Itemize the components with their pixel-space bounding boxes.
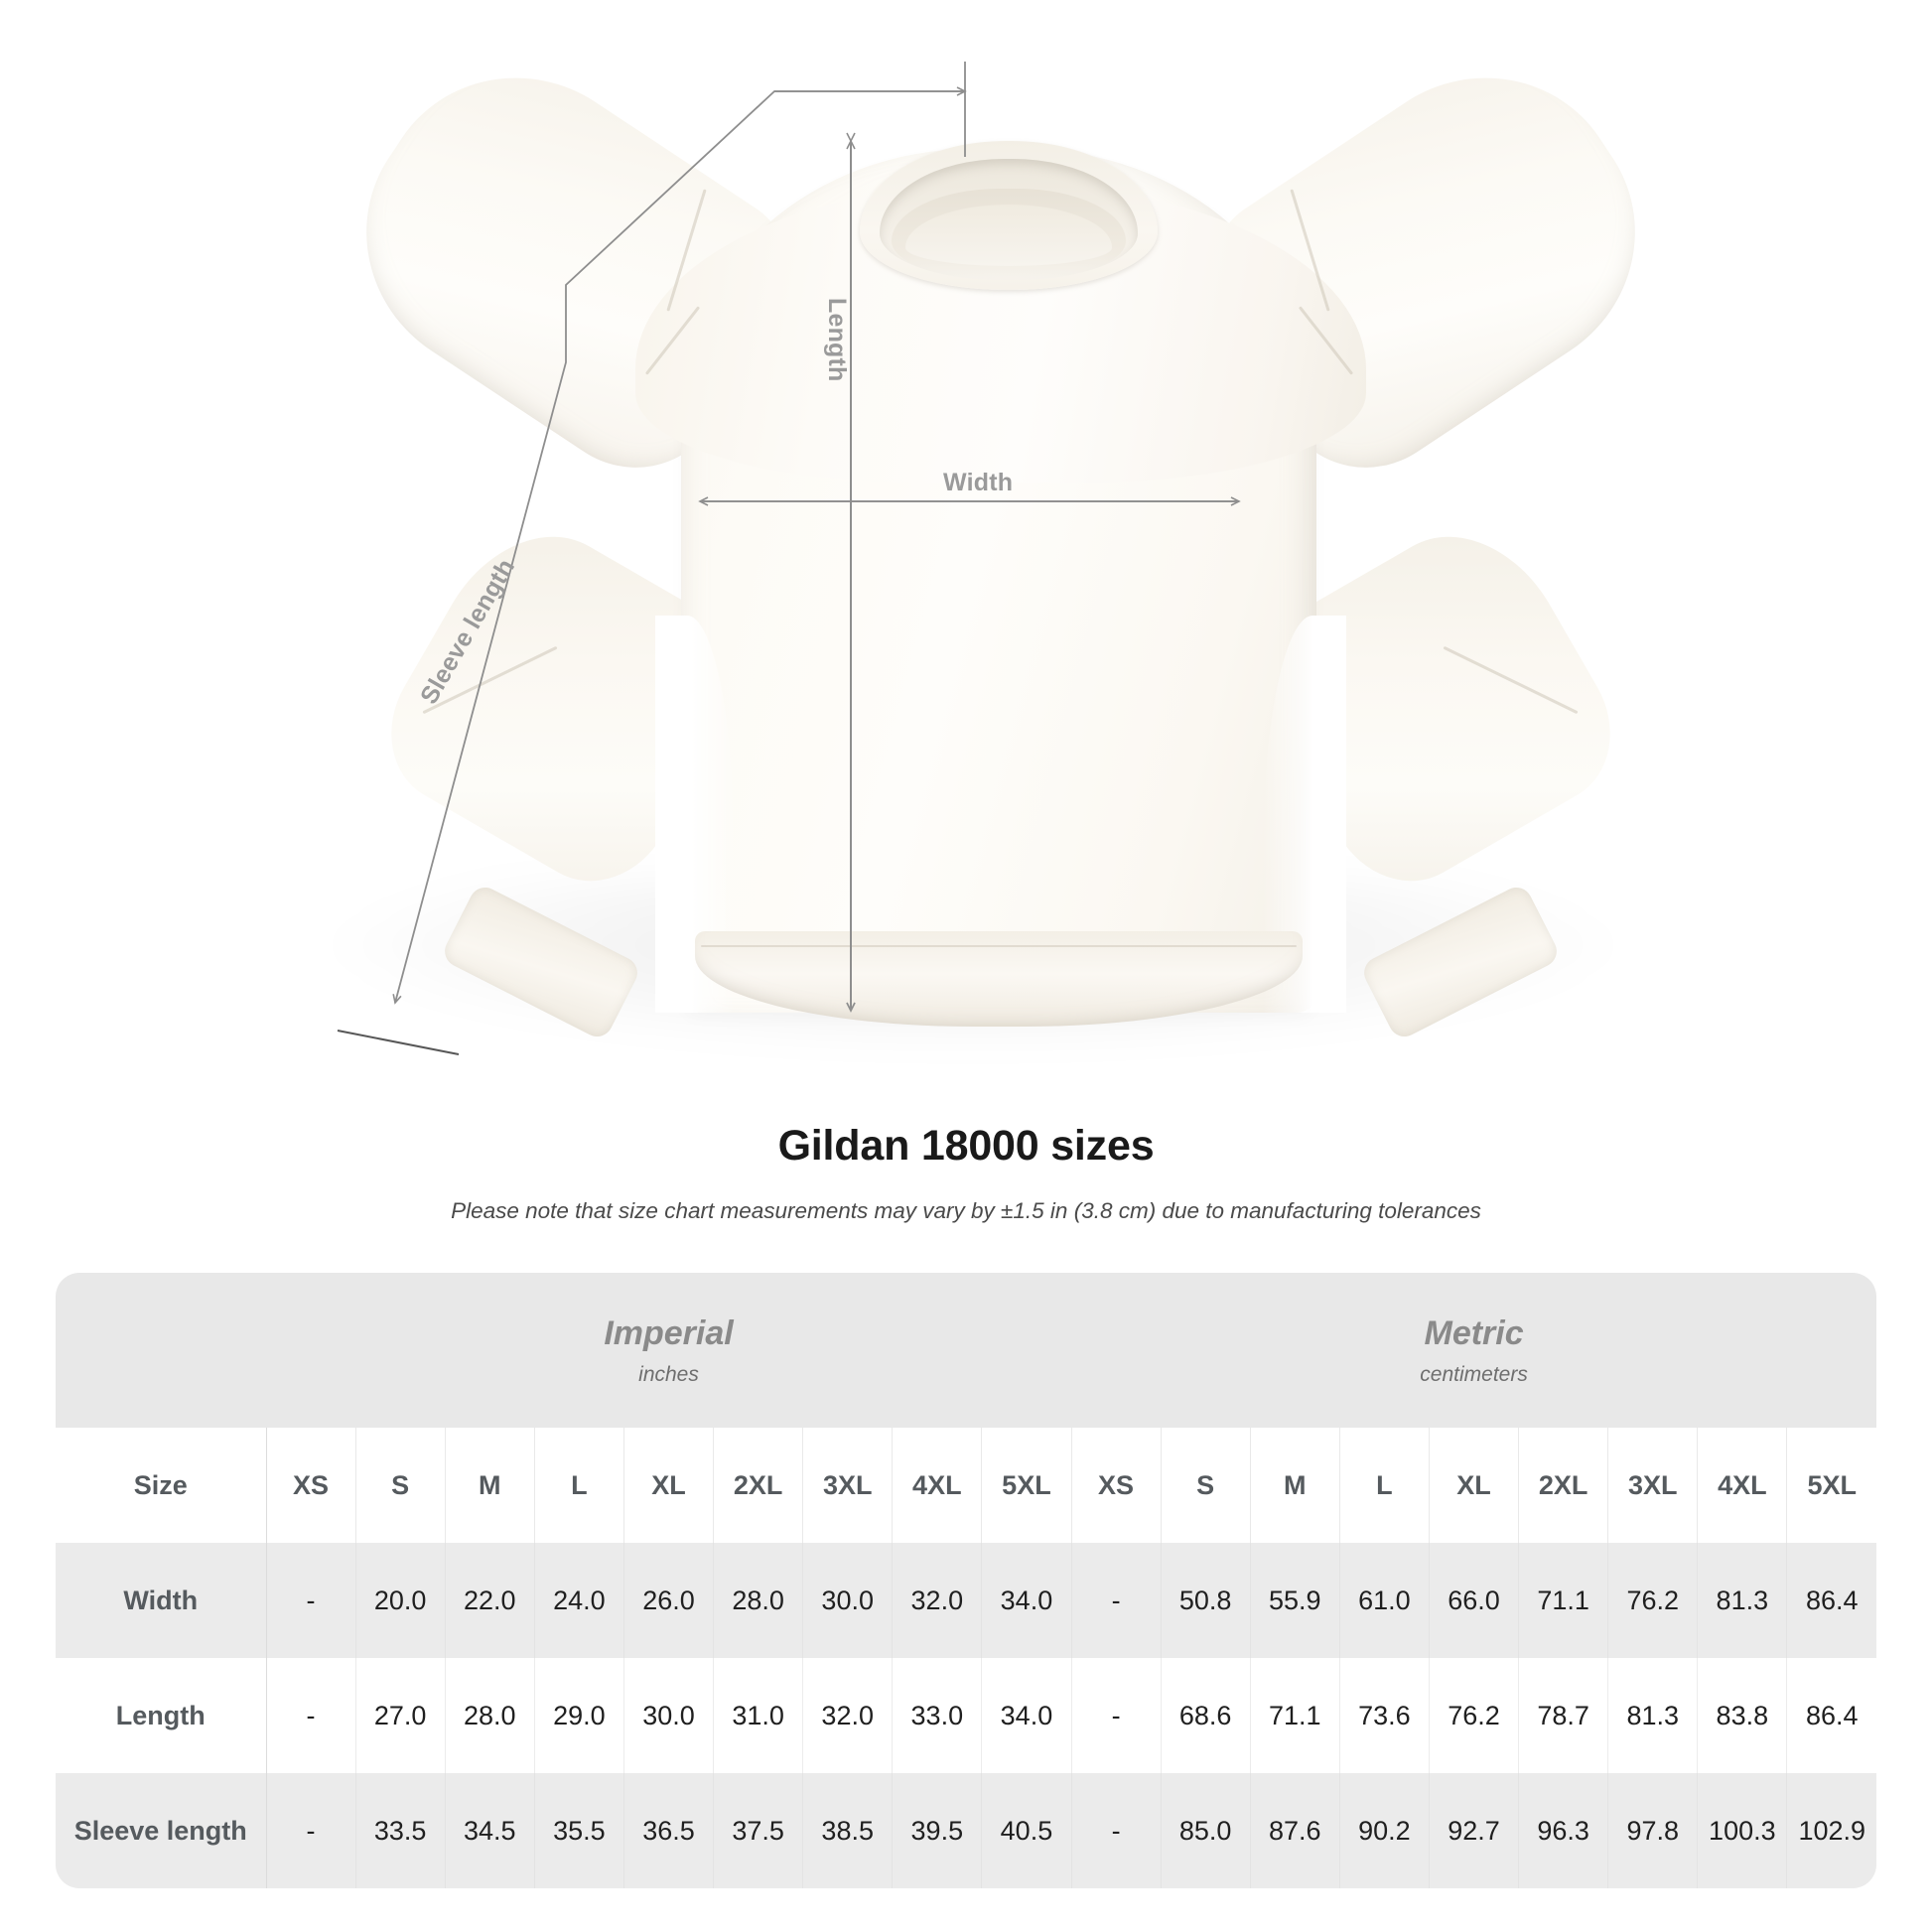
unit-header-imperial: Imperial inches: [266, 1273, 1072, 1428]
measurement-cell: -: [266, 1543, 356, 1658]
measurement-cell: 81.3: [1607, 1658, 1699, 1773]
size-header-cell: 5XL: [981, 1428, 1072, 1543]
table-row: Length -27.0 28.0 29.0 30.0 31.0 32.0 33.0 34.0-…: [56, 1658, 1877, 1773]
size-header-cell: M: [445, 1428, 535, 1543]
measurement-cell: 71.1: [1518, 1543, 1609, 1658]
measurement-cell: 20.0: [355, 1543, 446, 1658]
measurement-cell: 92.7: [1429, 1773, 1520, 1888]
size-chart-table: Imperial inches Metric centimeters Size XS S M L…: [56, 1273, 1877, 1888]
size-header-cell: 2XL: [1518, 1428, 1609, 1543]
table-row: Width -20.0 22.0 24.0 26.0 28.0 30.0 32.0 34.0-5…: [56, 1543, 1877, 1658]
measurement-cell: 36.5: [623, 1773, 715, 1888]
measurement-cell: 37.5: [713, 1773, 804, 1888]
size-header-cell: XL: [623, 1428, 715, 1543]
size-header-cell: 5XL: [1786, 1428, 1877, 1543]
measurement-row-label: Sleeve length: [56, 1773, 267, 1888]
measurement-cell: 102.9: [1786, 1773, 1877, 1888]
measurement-cell: 81.3: [1697, 1543, 1788, 1658]
measurement-cell: 86.4: [1786, 1658, 1877, 1773]
measurement-cell: 68.6: [1161, 1658, 1251, 1773]
measurement-cell: 28.0: [445, 1658, 535, 1773]
measurement-cell: 50.8: [1161, 1543, 1251, 1658]
size-header-cell: 3XL: [1607, 1428, 1699, 1543]
size-header-cell: S: [1161, 1428, 1251, 1543]
measurement-cell: 66.0: [1429, 1543, 1520, 1658]
measurement-cell: 86.4: [1786, 1543, 1877, 1658]
measurement-cell: 38.5: [802, 1773, 894, 1888]
measurement-cell: 85.0: [1161, 1773, 1251, 1888]
size-header-label: Size: [56, 1428, 267, 1543]
measurement-cell: 83.8: [1697, 1658, 1788, 1773]
length-measurement-label: Length: [823, 298, 851, 382]
measurement-cell: 90.2: [1339, 1773, 1430, 1888]
measurement-cell: 29.0: [534, 1658, 624, 1773]
measurement-cell: 27.0: [355, 1658, 446, 1773]
size-header-cell: XS: [266, 1428, 356, 1543]
measurement-cell: -: [1070, 1543, 1162, 1658]
measurement-cell: 22.0: [445, 1543, 535, 1658]
measurement-cell: 73.6: [1339, 1658, 1430, 1773]
measurement-cell: -: [1070, 1658, 1162, 1773]
size-header-cell: 4XL: [1697, 1428, 1788, 1543]
size-header-cell: L: [534, 1428, 624, 1543]
measurement-cell: 32.0: [802, 1658, 894, 1773]
unit-subtitle: inches: [638, 1362, 699, 1386]
size-header-cell: M: [1250, 1428, 1340, 1543]
measurement-cell: 31.0: [713, 1658, 804, 1773]
measurement-row-label: Length: [56, 1658, 267, 1773]
measurement-cell: 24.0: [534, 1543, 624, 1658]
measurement-cell: 39.5: [892, 1773, 983, 1888]
width-measurement-label: Width: [943, 469, 1014, 496]
measurement-cell: -: [266, 1773, 356, 1888]
tolerance-note: Please note that size chart measurements…: [451, 1198, 1481, 1223]
measurement-cell: 97.8: [1607, 1773, 1699, 1888]
size-header-cell: XS: [1070, 1428, 1162, 1543]
measurement-cell: 96.3: [1518, 1773, 1609, 1888]
unit-subtitle: centimeters: [1420, 1362, 1528, 1386]
measurement-cell: 26.0: [623, 1543, 715, 1658]
measurement-cell: 32.0: [892, 1543, 983, 1658]
unit-name: Imperial: [604, 1313, 734, 1352]
size-header-cell: S: [355, 1428, 446, 1543]
measurement-cell: 61.0: [1339, 1543, 1430, 1658]
size-header-cell: 4XL: [892, 1428, 983, 1543]
measurement-cell: 34.0: [981, 1543, 1072, 1658]
measurement-cell: 34.0: [981, 1658, 1072, 1773]
size-header-cell: XL: [1429, 1428, 1520, 1543]
unit-band-spacer: [56, 1273, 266, 1428]
unit-name: Metric: [1424, 1313, 1524, 1352]
measurement-cell: 71.1: [1250, 1658, 1340, 1773]
measurement-cell: 76.2: [1607, 1543, 1699, 1658]
table-row: Sleeve length -33.5 34.5 35.5 36.5 37.5 38.5 39…: [56, 1773, 1877, 1888]
measurement-cell: 55.9: [1250, 1543, 1340, 1658]
size-header-cell: L: [1339, 1428, 1430, 1543]
measurement-cell: 28.0: [713, 1543, 804, 1658]
measurement-cell: 40.5: [981, 1773, 1072, 1888]
page-title: Gildan 18000 sizes: [777, 1122, 1155, 1170]
unit-band-row: Imperial inches Metric centimeters: [56, 1273, 1877, 1428]
title-block: Gildan 18000 sizes Please note that size…: [0, 1122, 1932, 1224]
measurement-cell: 33.5: [355, 1773, 446, 1888]
unit-header-metric: Metric centimeters: [1071, 1273, 1877, 1428]
measurement-cell: -: [266, 1658, 356, 1773]
measurement-cell: 34.5: [445, 1773, 535, 1888]
size-header-cell: 3XL: [802, 1428, 894, 1543]
size-header-row: Size XS S M L XL 2XL 3XL 4XL 5XL XS S M L XL 2XL 3XL 4XL 5…: [56, 1428, 1877, 1543]
measurement-cell: 100.3: [1697, 1773, 1788, 1888]
size-header-cell: 2XL: [713, 1428, 804, 1543]
measurement-cell: -: [1070, 1773, 1162, 1888]
measurement-cell: 30.0: [802, 1543, 894, 1658]
measurement-cell: 33.0: [892, 1658, 983, 1773]
sweatshirt-hem-seam: [701, 945, 1297, 947]
measurement-cell: 30.0: [623, 1658, 715, 1773]
measurement-cell: 87.6: [1250, 1773, 1340, 1888]
product-photo: Length Width Sleeve length: [313, 24, 1689, 1055]
measurement-row-label: Width: [56, 1543, 267, 1658]
measurement-cell: 76.2: [1429, 1658, 1520, 1773]
measurement-cell: 78.7: [1518, 1658, 1609, 1773]
measurement-cell: 35.5: [534, 1773, 624, 1888]
